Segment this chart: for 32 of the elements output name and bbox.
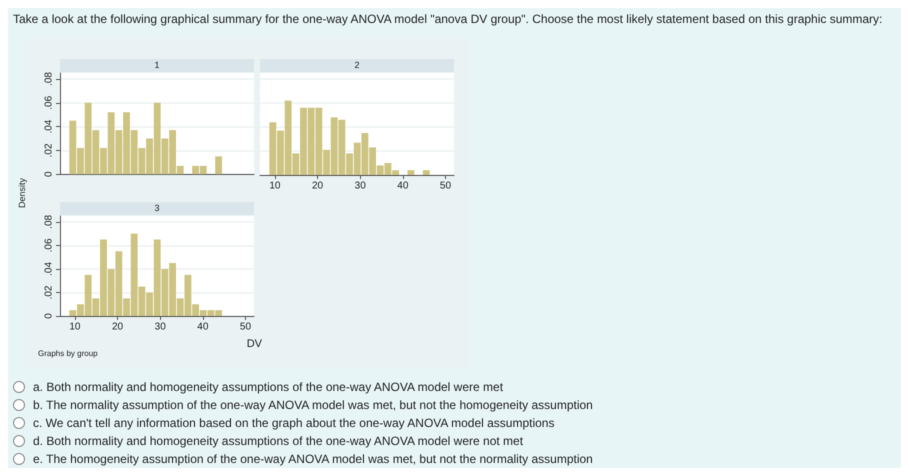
x-tick-label: 20 <box>312 180 324 192</box>
x-tick-label: 40 <box>197 322 209 332</box>
chart-title: 1 <box>60 59 254 72</box>
text: e. The homogeneity assumption of the one-way ANOVA model was met, but not the normality assumption <box>33 452 593 466</box>
x-tick-label: 50 <box>440 180 452 192</box>
y-tick-label: .04 <box>44 262 54 276</box>
text: c. We can't tell any information based on the graph about the one-way ANOVA model assumptions <box>33 416 554 430</box>
x-tick-label: 50 <box>240 322 252 332</box>
text: a. Both normality and homogeneity assumptions of the one-way ANOVA model were met <box>33 380 504 394</box>
y-tick-label: .06 <box>44 238 54 252</box>
y-tick-label: .02 <box>44 285 54 300</box>
text: Take a look at the following graphical summary for the one-way ANOVA model "anova DV group". Choose the most likely statement based on this graphic summary: <box>13 12 882 26</box>
y-tick-label: .02 <box>44 143 54 158</box>
y-tick-label: .08 <box>44 72 54 86</box>
x-tick-label: 20 <box>112 322 124 332</box>
chart-title: 3 <box>60 202 254 215</box>
x-tick-label: 40 <box>397 180 409 192</box>
y-tick-label: 0 <box>44 312 54 319</box>
y-tick-label: .04 <box>44 119 54 134</box>
y-tick-label: .06 <box>44 95 54 110</box>
chart-title: 2 <box>260 59 454 72</box>
x-tick-label: 30 <box>354 180 366 192</box>
x-tick-label: 30 <box>154 322 166 332</box>
x-tick-label: 10 <box>69 322 81 332</box>
y-tick-label: 0 <box>44 171 54 177</box>
y-axis-title: Density <box>17 177 27 210</box>
x-tick-label: 10 <box>269 180 281 192</box>
text: b. The normality assumption of the one-way ANOVA model was met, but not the homogeneity assumption <box>33 398 593 412</box>
y-tick-label: .08 <box>44 214 54 229</box>
text: Graphs by group <box>38 349 98 358</box>
text: d. Both normality and homogeneity assumptions of the one-way ANOVA model were not met <box>33 434 524 448</box>
x-axis-title: DV <box>246 338 262 350</box>
